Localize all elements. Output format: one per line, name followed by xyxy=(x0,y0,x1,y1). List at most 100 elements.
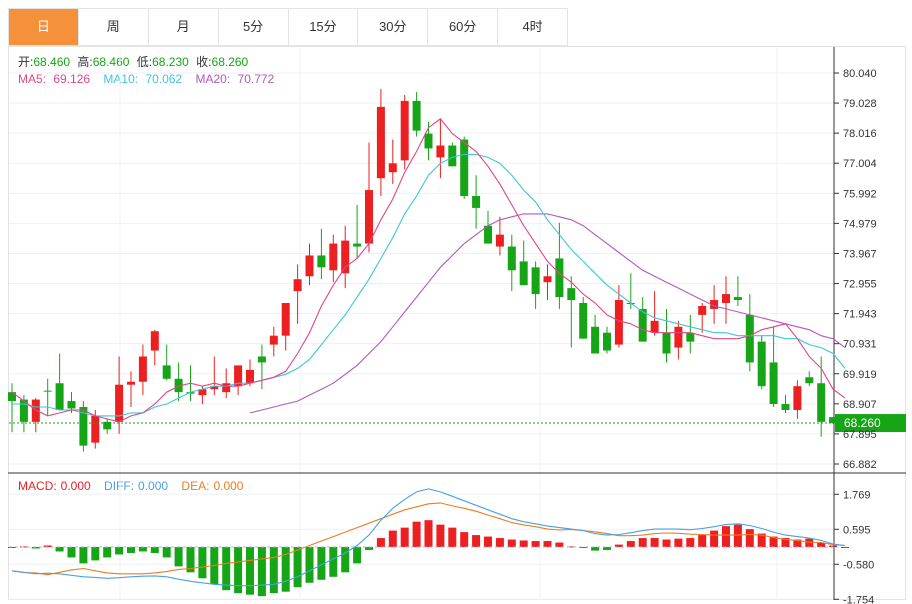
macd-bar xyxy=(543,541,552,547)
macd-legend: MACD: 0.000 xyxy=(18,479,91,493)
candle-body xyxy=(519,261,528,286)
candle-body xyxy=(376,106,385,179)
ma5-line xyxy=(11,118,846,423)
macd-bar xyxy=(472,535,481,547)
tab-5[interactable]: 30分 xyxy=(358,9,429,45)
price-tick-label: 71.943 xyxy=(843,309,877,321)
price-tick-label: 75.992 xyxy=(843,188,877,200)
candle xyxy=(603,326,611,354)
candle xyxy=(210,356,219,396)
candle-body xyxy=(67,401,76,409)
candle xyxy=(531,261,540,309)
candle-body xyxy=(269,335,278,345)
macd-bar xyxy=(162,547,171,558)
macd-bar xyxy=(246,547,254,595)
price-tick-label: 73.967 xyxy=(843,248,877,260)
ma10-legend: MA10: 70.062 xyxy=(103,72,182,86)
macd-info: MACD: 0.000 DIFF: 0.000 DEA: 0.000 xyxy=(18,479,247,493)
macd-bar xyxy=(722,526,730,547)
candle xyxy=(805,371,814,387)
macd-bar xyxy=(317,547,326,580)
candle xyxy=(234,365,243,396)
candle xyxy=(257,344,266,390)
candle xyxy=(650,291,659,336)
close-label: 收: xyxy=(196,55,212,69)
macd-bar xyxy=(31,547,40,549)
candle xyxy=(365,142,373,253)
candle xyxy=(329,234,338,283)
candle-body xyxy=(222,383,231,393)
candle-body xyxy=(591,326,600,354)
candle xyxy=(8,383,16,433)
candle-body xyxy=(210,386,219,390)
tab-3[interactable]: 5分 xyxy=(219,9,289,45)
macd-tick-label: -0.580 xyxy=(843,559,874,571)
candle-body xyxy=(388,163,397,173)
macd-bar xyxy=(79,547,88,564)
candle-body xyxy=(769,362,778,405)
candle xyxy=(222,368,231,399)
macd-bar xyxy=(841,547,849,548)
tab-4[interactable]: 15分 xyxy=(289,9,359,45)
candle-body xyxy=(103,421,112,430)
candle-body xyxy=(198,389,207,396)
candle-body xyxy=(31,399,40,422)
candle-body xyxy=(745,314,754,363)
macd-bar xyxy=(769,536,778,547)
tab-7[interactable]: 4时 xyxy=(498,9,568,45)
macd-bar xyxy=(817,542,826,547)
candle xyxy=(281,303,290,351)
macd-bar xyxy=(127,547,135,553)
macd-bar xyxy=(353,547,362,564)
candle xyxy=(662,308,671,363)
candle xyxy=(103,418,112,434)
macd-bar xyxy=(579,547,588,548)
price-tick-label: 70.931 xyxy=(843,339,877,351)
candle-body xyxy=(638,308,647,342)
macd-bar xyxy=(376,538,385,547)
candle xyxy=(555,222,564,309)
candle-body xyxy=(793,386,802,410)
ma5-label: MA5: xyxy=(18,72,47,86)
candle-body xyxy=(246,369,254,384)
macd-value: 0.000 xyxy=(60,479,91,493)
macd-bar xyxy=(186,547,195,573)
candle-body xyxy=(186,392,195,394)
macd-bar xyxy=(519,540,528,547)
candle xyxy=(495,216,504,256)
price-tick-label: 77.004 xyxy=(843,158,877,170)
dea-line xyxy=(11,502,846,576)
macd-bar xyxy=(424,520,433,547)
candle-body xyxy=(460,139,469,197)
tab-0[interactable]: 日 xyxy=(9,9,79,45)
candle-body xyxy=(698,305,707,315)
candle-body xyxy=(162,365,171,379)
macd-bar xyxy=(757,533,766,547)
macd-bar xyxy=(341,547,350,573)
candle-body xyxy=(805,377,814,384)
candle-body xyxy=(234,365,243,387)
tab-6[interactable]: 60分 xyxy=(428,9,499,45)
candle-body xyxy=(305,255,314,277)
macd-bar xyxy=(460,532,469,547)
ohlc-info: 开:68.460 高:68.460 低:68.230 收:68.260 xyxy=(18,53,252,70)
candle-body xyxy=(150,331,159,351)
candle xyxy=(43,378,52,416)
macd-bar xyxy=(805,538,814,547)
candle xyxy=(781,395,790,413)
price-tick-label: 74.979 xyxy=(843,218,877,230)
dea-legend: DEA: 0.000 xyxy=(181,479,243,493)
tab-2[interactable]: 月 xyxy=(149,9,219,45)
tab-1[interactable]: 周 xyxy=(79,9,149,45)
macd-bar xyxy=(67,547,76,558)
candle xyxy=(567,276,576,348)
candle-body xyxy=(91,415,100,443)
close-value: 68.260 xyxy=(211,55,249,69)
grid xyxy=(9,48,833,600)
candle-body xyxy=(436,145,445,158)
price-axis: 80.040 79.028 78.016 77.004 75.992 74.979 73.9… xyxy=(834,68,877,471)
candle xyxy=(317,228,326,280)
diff-line xyxy=(11,488,846,587)
candle-body xyxy=(127,381,135,385)
